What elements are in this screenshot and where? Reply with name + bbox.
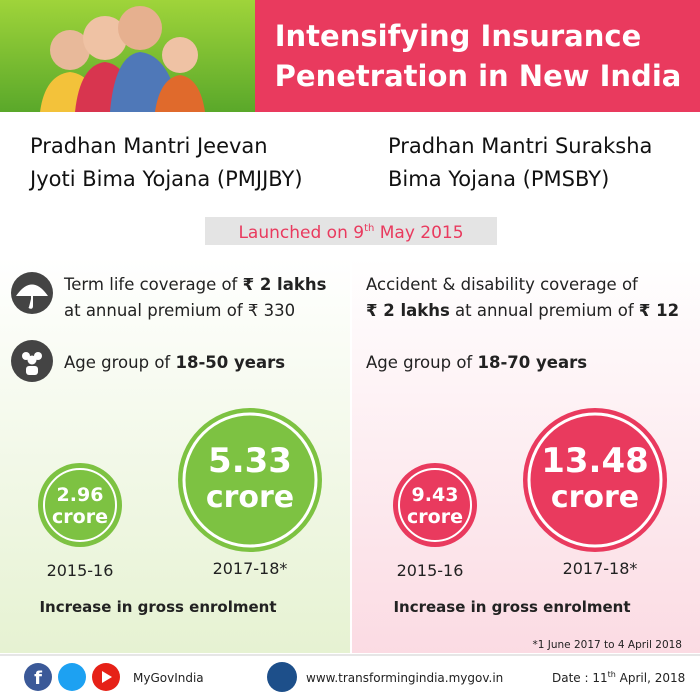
enrolment-circle bbox=[393, 463, 477, 547]
caption: Increase in gross enrolment bbox=[39, 598, 276, 616]
feature: at annual premium of ₹ 330 bbox=[64, 301, 295, 320]
enrolment-circle bbox=[178, 408, 322, 552]
note: *1 June 2017 to 4 April 2018 bbox=[533, 639, 683, 651]
circle-ring bbox=[398, 468, 472, 542]
umbrella-icon bbox=[11, 272, 53, 314]
date-text: April, 2018 bbox=[616, 671, 685, 685]
period: 2015-16 bbox=[47, 561, 114, 580]
enrolment-value: 5.33 bbox=[208, 441, 292, 481]
website: www.transformingindia.mygov.in bbox=[306, 671, 503, 685]
feature-bold: ₹ 2 lakhs bbox=[366, 301, 450, 320]
enrolment-unit: crore bbox=[551, 480, 639, 515]
caption: Increase in gross enrolment bbox=[393, 598, 630, 616]
enrolment-value: 2.96 bbox=[57, 484, 104, 506]
family-illustration bbox=[40, 6, 205, 112]
circle-ring bbox=[182, 412, 318, 548]
launch-sup: th bbox=[364, 223, 374, 234]
facebook-icon[interactable] bbox=[24, 663, 52, 691]
circle-ring bbox=[43, 468, 117, 542]
feature-bold: 18-70 years bbox=[477, 353, 587, 372]
feature: Age group of 18-70 years bbox=[366, 353, 587, 372]
scheme-name: Bima Yojana (PMSBY) bbox=[388, 167, 609, 191]
feature-text: at annual premium of bbox=[450, 301, 639, 320]
scheme-name: Pradhan Mantri Suraksha bbox=[388, 134, 652, 158]
feature-text: Age group of bbox=[366, 353, 477, 372]
feature-text: at annual premium of bbox=[64, 301, 248, 320]
circle-ring bbox=[527, 412, 663, 548]
period: 2017-18* bbox=[213, 559, 288, 578]
twitter-icon[interactable] bbox=[58, 663, 86, 691]
feature: Accident & disability coverage of bbox=[366, 275, 639, 294]
feature-text: Age group of bbox=[64, 353, 175, 372]
period: 2017-18* bbox=[563, 559, 638, 578]
period: 2015-16 bbox=[397, 561, 464, 580]
launch-date: Launched on 9th May 2015 bbox=[238, 223, 463, 243]
launch-text: Launched on 9 bbox=[238, 223, 364, 243]
feature: ₹ 2 lakhs at annual premium of ₹ 12 bbox=[366, 301, 679, 320]
title-line: Penetration in New India bbox=[275, 59, 682, 93]
enrolment-circle bbox=[523, 408, 667, 552]
people-icon bbox=[11, 340, 53, 382]
enrolment-unit: crore bbox=[52, 506, 108, 528]
social-icons: f bbox=[24, 663, 120, 691]
feature-bold: ₹ 12 bbox=[639, 301, 679, 320]
scheme-name: Jyoti Bima Yojana (PMJJBY) bbox=[28, 167, 303, 191]
scheme-name: Pradhan Mantri Jeevan bbox=[30, 134, 268, 158]
enrolment-value: 9.43 bbox=[412, 484, 459, 506]
feature-text: ₹ 330 bbox=[248, 301, 295, 320]
handle: MyGovIndia bbox=[133, 671, 204, 685]
title-banner bbox=[255, 0, 700, 112]
enrolment-value: 13.48 bbox=[541, 441, 649, 481]
title-line: Intensifying Insurance bbox=[275, 19, 642, 53]
date-text: Date : 11 bbox=[552, 671, 608, 685]
enrolment-unit: crore bbox=[206, 480, 294, 515]
date-sup: th bbox=[608, 670, 616, 679]
enrolment-unit: crore bbox=[407, 506, 463, 528]
feature: Age group of 18-50 years bbox=[64, 353, 285, 372]
feature-bold: ₹ 2 lakhs bbox=[243, 275, 327, 294]
feature-text: Term life coverage of bbox=[63, 275, 243, 294]
feature-bold: 18-50 years bbox=[175, 353, 285, 372]
date: Date : 11th April, 2018 bbox=[552, 670, 685, 685]
launch-box bbox=[205, 217, 497, 245]
enrolment-circle bbox=[38, 463, 122, 547]
svg-text:f: f bbox=[34, 668, 42, 689]
globe-icon bbox=[267, 662, 297, 692]
launch-text: May 2015 bbox=[374, 223, 463, 243]
feature: Term life coverage of ₹ 2 lakhs bbox=[63, 275, 327, 294]
